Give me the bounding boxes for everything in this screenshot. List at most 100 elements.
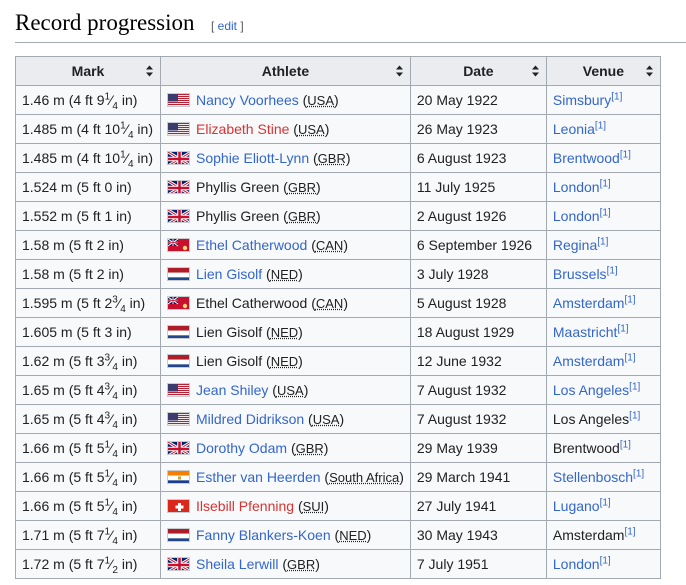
venue-link[interactable]: Amsterdam xyxy=(552,295,625,311)
table-row: 1.58 m (5 ft 2 in) Ethel Catherwood (CAN)… xyxy=(15,230,661,260)
athlete-cell: Nancy Voorhees (USA) xyxy=(160,85,411,115)
reference-link[interactable]: [1] xyxy=(624,526,636,538)
header-venue[interactable]: Venue xyxy=(545,56,661,86)
header-athlete[interactable]: Athlete xyxy=(160,56,411,86)
reference-link[interactable]: [1] xyxy=(599,207,611,219)
gbr-flag-icon xyxy=(167,441,190,455)
reference-link[interactable]: [1] xyxy=(606,265,618,277)
netherlands-flag-icon xyxy=(167,528,190,542)
athlete-cell: Lien Gisolf (NED) xyxy=(160,317,411,347)
reference-link[interactable]: [1] xyxy=(633,468,645,480)
country-code: (South Africa) xyxy=(324,469,404,485)
reference-link[interactable]: [1] xyxy=(629,381,641,393)
netherlands-flag-icon xyxy=(167,267,190,281)
athlete-name: Lien Gisolf xyxy=(196,324,263,340)
switzerland-flag-icon xyxy=(167,499,190,513)
reference-link[interactable]: [1] xyxy=(619,439,631,451)
date-cell: 11 July 1925 xyxy=(409,172,547,202)
athlete-link[interactable]: Mildred Didrikson xyxy=(196,411,305,427)
venue-name: Los Angeles xyxy=(552,411,630,427)
reference-link[interactable]: [1] xyxy=(594,120,607,132)
reference-link[interactable]: [1] xyxy=(619,149,631,161)
sort-arrows-icon[interactable] xyxy=(645,65,653,77)
athlete-link[interactable]: Ilsebill Pfenning xyxy=(196,498,295,514)
sort-arrows-icon[interactable] xyxy=(531,65,539,77)
reference-link[interactable]: [1] xyxy=(611,91,623,103)
athlete-link[interactable]: Dorothy Odam xyxy=(196,440,288,456)
venue-link[interactable]: Amsterdam xyxy=(552,353,625,369)
athlete-link[interactable]: Sheila Lerwill xyxy=(196,556,279,572)
date-cell: 29 March 1941 xyxy=(409,462,547,492)
athlete-cell: Sheila Lerwill (GBR) xyxy=(160,549,411,579)
reference-link[interactable]: [1] xyxy=(599,178,611,190)
athlete-name: Lien Gisolf xyxy=(196,353,263,369)
athlete-link[interactable]: Fanny Blankers-Koen xyxy=(196,527,331,543)
header-mark[interactable]: Mark xyxy=(15,56,161,86)
mark-cell: 1.58 m (5 ft 2 in) xyxy=(15,259,161,289)
venue-link[interactable]: London xyxy=(552,208,600,224)
date-cell: 29 May 1939 xyxy=(409,433,547,463)
venue-link[interactable]: London xyxy=(552,556,600,572)
reference-link[interactable]: [1] xyxy=(617,323,629,335)
south-africa-flag-icon xyxy=(167,470,190,484)
table-row: 1.66 m (5 ft 51⁄4 in) Ilsebill Pfenning (… xyxy=(15,491,661,521)
table-row: 1.552 m (5 ft 1 in) Phyllis Green (GBR) 2 … xyxy=(15,201,661,231)
athlete-cell: Ethel Catherwood (CAN) xyxy=(160,230,411,260)
athlete-link[interactable]: Esther van Heerden xyxy=(196,469,321,485)
edit-link[interactable]: edit xyxy=(217,19,237,33)
country-code: (USA) xyxy=(302,92,339,108)
table-row: 1.605 m (5 ft 3 in) Lien Gisolf (NED) 18 A… xyxy=(15,317,661,347)
header-date[interactable]: Date xyxy=(409,56,547,86)
athlete-link[interactable]: Lien Gisolf xyxy=(196,266,263,282)
date-cell: 30 May 1943 xyxy=(409,520,547,550)
country-code: (GBR) xyxy=(290,440,329,456)
athlete-cell: Jean Shiley (USA) xyxy=(160,375,411,405)
sort-arrows-icon[interactable] xyxy=(146,65,153,77)
country-code: (NED) xyxy=(266,353,303,369)
date-cell: 20 May 1922 xyxy=(409,85,547,115)
record-progression-table: Mark Athlete Date Venue 1.46 m (4 ft 91⁄… xyxy=(15,56,661,579)
gbr-flag-icon xyxy=(167,209,190,223)
table-row: 1.58 m (5 ft 2 in) Lien Gisolf (NED) 3 Jul… xyxy=(15,259,661,289)
venue-link[interactable]: Leonia xyxy=(552,121,595,137)
reference-link[interactable]: [1] xyxy=(597,236,609,248)
sort-arrows-icon[interactable] xyxy=(395,65,403,77)
reference-link[interactable]: [1] xyxy=(599,555,611,567)
mark-cell: 1.72 m (5 ft 71⁄2 in) xyxy=(15,549,161,579)
reference-link[interactable]: [1] xyxy=(599,497,611,509)
athlete-link[interactable]: Elizabeth Stine xyxy=(196,121,290,137)
venue-link[interactable]: Simsbury xyxy=(552,92,612,108)
canada-flag-icon xyxy=(167,238,190,252)
venue-cell: Los Angeles[1] xyxy=(545,404,661,434)
venue-link[interactable]: Brussels xyxy=(552,266,607,282)
athlete-link[interactable]: Jean Shiley xyxy=(196,382,269,398)
athlete-link[interactable]: Sophie Eliott-Lynn xyxy=(196,150,310,166)
venue-link[interactable]: Maastricht xyxy=(552,324,618,340)
athlete-cell: Phyllis Green (GBR) xyxy=(160,201,411,231)
reference-link[interactable]: [1] xyxy=(624,294,636,306)
header-row: Mark Athlete Date Venue xyxy=(15,56,661,86)
mark-cell: 1.46 m (4 ft 91⁄4 in) xyxy=(15,85,161,115)
venue-link[interactable]: Los Angeles xyxy=(552,382,630,398)
venue-cell: Stellenbosch[1] xyxy=(545,462,661,492)
mark-cell: 1.58 m (5 ft 2 in) xyxy=(15,230,161,260)
mark-cell: 1.66 m (5 ft 51⁄4 in) xyxy=(15,491,161,521)
date-cell: 6 August 1923 xyxy=(409,143,547,173)
country-code: (SUI) xyxy=(297,498,329,514)
venue-link[interactable]: Stellenbosch xyxy=(552,469,634,485)
venue-link[interactable]: London xyxy=(552,179,600,195)
athlete-link[interactable]: Ethel Catherwood xyxy=(196,237,308,253)
athlete-link[interactable]: Nancy Voorhees xyxy=(196,92,299,108)
reference-link[interactable]: [1] xyxy=(624,352,636,364)
venue-cell: Lugano[1] xyxy=(545,491,661,521)
athlete-name: Phyllis Green xyxy=(196,208,280,224)
venue-link[interactable]: Regina xyxy=(552,237,598,253)
section-title: Record progression xyxy=(15,10,195,35)
reference-link[interactable]: [1] xyxy=(629,410,641,422)
venue-cell: Regina[1] xyxy=(545,230,661,260)
venue-link[interactable]: Lugano xyxy=(552,498,600,514)
venue-link[interactable]: Brentwood xyxy=(552,150,620,166)
mark-cell: 1.66 m (5 ft 51⁄4 in) xyxy=(15,433,161,463)
mark-cell: 1.71 m (5 ft 71⁄4 in) xyxy=(15,520,161,550)
table-row: 1.485 m (4 ft 101⁄4 in) Elizabeth Stine (… xyxy=(15,114,661,144)
